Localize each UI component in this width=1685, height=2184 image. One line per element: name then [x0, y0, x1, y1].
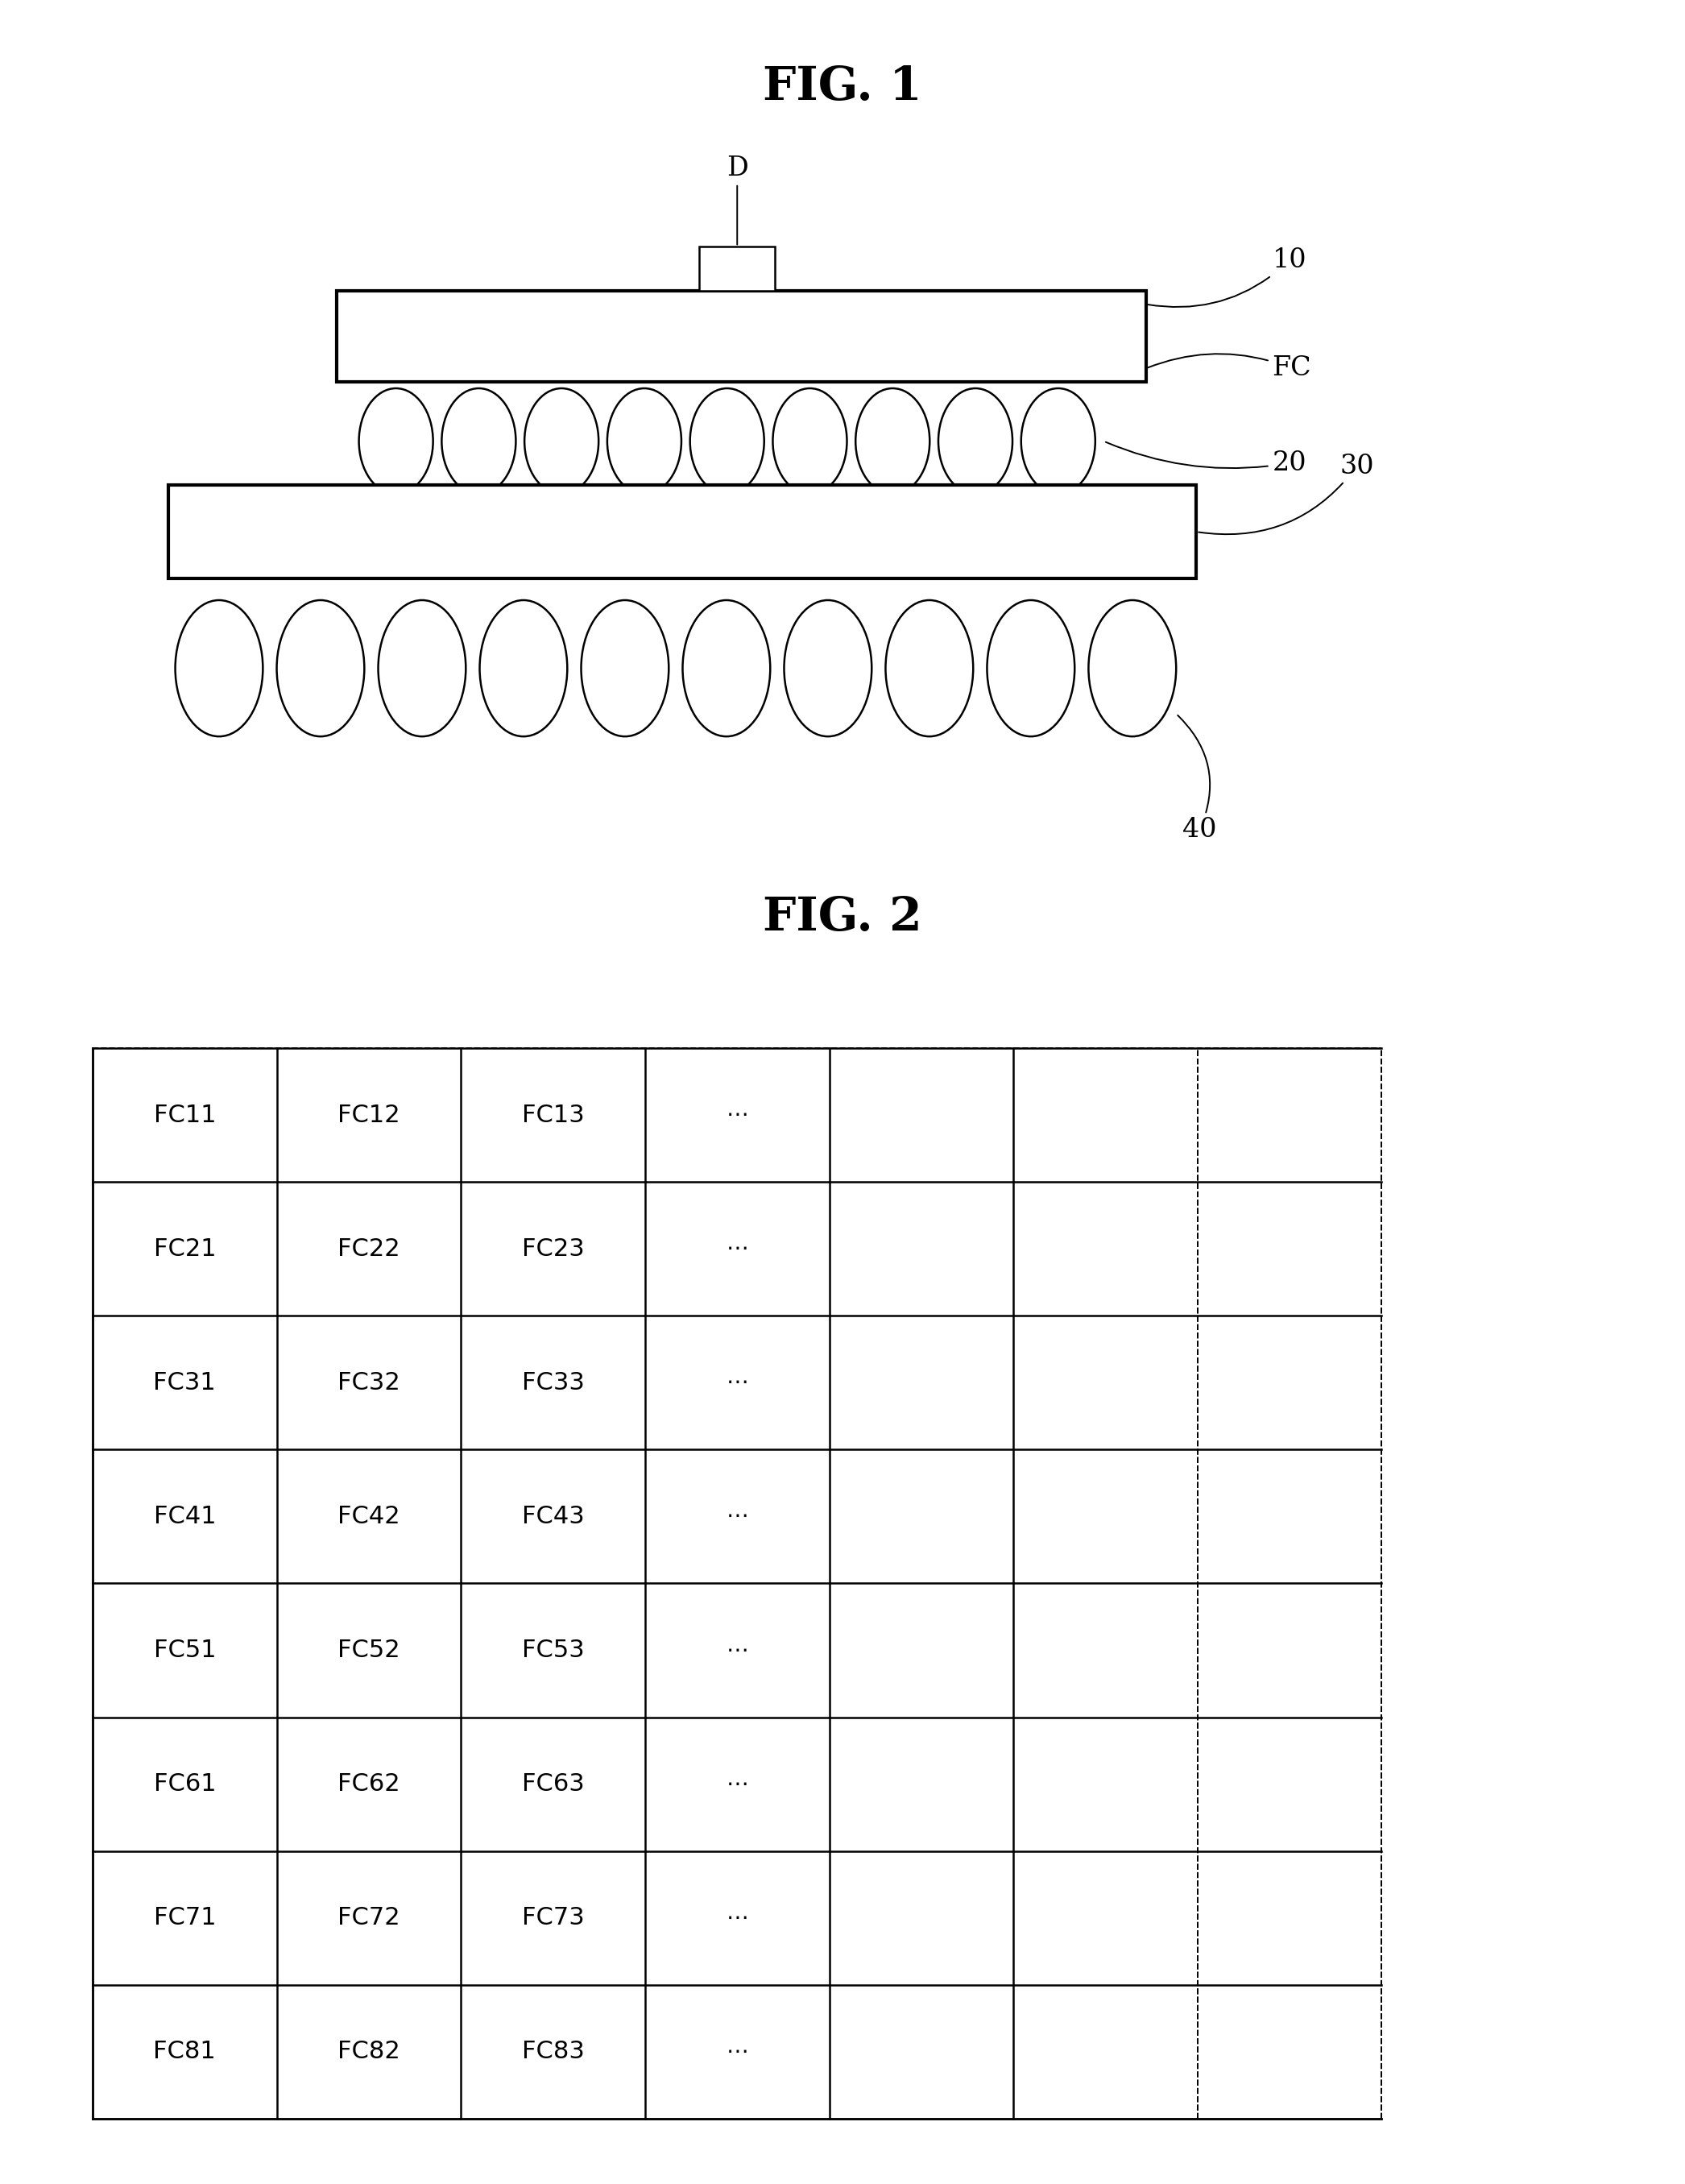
- Bar: [168, 485, 1196, 579]
- Text: ⋯: ⋯: [726, 1238, 748, 1260]
- Ellipse shape: [939, 389, 1013, 494]
- Text: FC72: FC72: [337, 1907, 399, 1928]
- Text: FIG. 2: FIG. 2: [763, 895, 922, 939]
- Ellipse shape: [276, 601, 364, 736]
- Text: ⋯: ⋯: [726, 1505, 748, 1529]
- Text: FC42: FC42: [337, 1505, 399, 1529]
- Ellipse shape: [359, 389, 433, 494]
- Text: ⋯: ⋯: [726, 1103, 748, 1127]
- Text: FC11: FC11: [153, 1103, 216, 1127]
- Ellipse shape: [691, 389, 763, 494]
- Text: ⋯: ⋯: [726, 2040, 748, 2064]
- Text: FC73: FC73: [522, 1907, 585, 1928]
- Ellipse shape: [524, 389, 598, 494]
- Text: FC22: FC22: [337, 1238, 399, 1260]
- Text: FC: FC: [1147, 354, 1311, 382]
- Bar: [337, 290, 1146, 382]
- Ellipse shape: [856, 389, 930, 494]
- Text: FC83: FC83: [522, 2040, 585, 2064]
- Text: 30: 30: [1198, 454, 1373, 535]
- Text: FC82: FC82: [337, 2040, 401, 2064]
- Text: FC23: FC23: [522, 1238, 585, 1260]
- Text: ⋯: ⋯: [726, 1907, 748, 1928]
- Text: 40: 40: [1178, 716, 1217, 843]
- Text: FC21: FC21: [153, 1238, 216, 1260]
- Text: FC12: FC12: [337, 1103, 399, 1127]
- Text: FC13: FC13: [522, 1103, 585, 1127]
- Text: FC32: FC32: [337, 1372, 401, 1393]
- Text: FC61: FC61: [153, 1773, 216, 1795]
- Text: FC31: FC31: [153, 1372, 216, 1393]
- Ellipse shape: [1021, 389, 1095, 494]
- Ellipse shape: [607, 389, 681, 494]
- Ellipse shape: [581, 601, 669, 736]
- Text: FC81: FC81: [153, 2040, 216, 2064]
- Text: D: D: [726, 155, 748, 245]
- Ellipse shape: [682, 601, 770, 736]
- Text: 20: 20: [1105, 441, 1306, 476]
- Text: FC51: FC51: [153, 1638, 216, 1662]
- Text: ⋯: ⋯: [726, 1372, 748, 1393]
- Ellipse shape: [480, 601, 568, 736]
- Ellipse shape: [784, 601, 871, 736]
- Text: FC52: FC52: [337, 1638, 399, 1662]
- Text: FC62: FC62: [337, 1773, 399, 1795]
- Bar: [699, 247, 775, 290]
- Ellipse shape: [1089, 601, 1176, 736]
- Text: FC33: FC33: [522, 1372, 585, 1393]
- Ellipse shape: [886, 601, 974, 736]
- Text: FIG. 1: FIG. 1: [763, 66, 922, 109]
- Text: FC71: FC71: [153, 1907, 216, 1928]
- Text: FC41: FC41: [153, 1505, 216, 1529]
- Text: ⋯: ⋯: [726, 1638, 748, 1662]
- Text: FC53: FC53: [522, 1638, 585, 1662]
- Text: ⋯: ⋯: [726, 1773, 748, 1795]
- Ellipse shape: [441, 389, 516, 494]
- Ellipse shape: [175, 601, 263, 736]
- Ellipse shape: [987, 601, 1075, 736]
- Text: FC43: FC43: [522, 1505, 585, 1529]
- Text: FC63: FC63: [522, 1773, 585, 1795]
- Ellipse shape: [377, 601, 465, 736]
- Text: 10: 10: [1147, 247, 1306, 308]
- Ellipse shape: [773, 389, 848, 494]
